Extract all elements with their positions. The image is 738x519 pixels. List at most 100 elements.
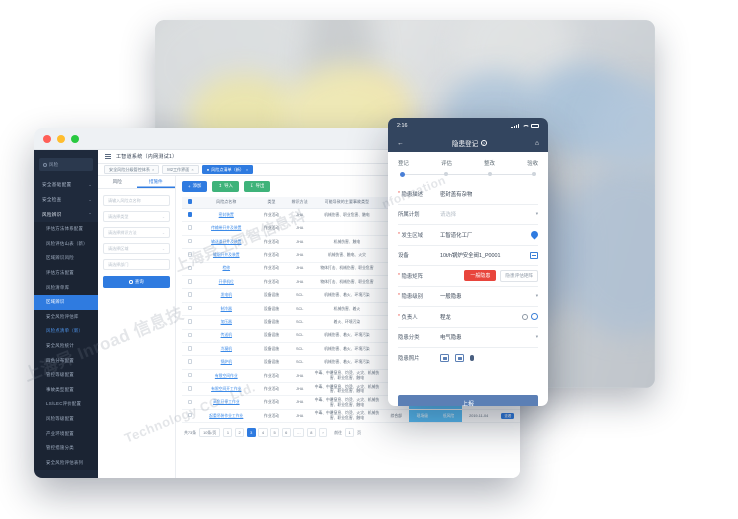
view-button[interactable]: 查看 xyxy=(501,412,515,420)
tab-1[interactable]: M2工作界面 × xyxy=(162,165,199,174)
page-button-2[interactable]: 2 xyxy=(234,428,245,437)
menu-toggle-icon[interactable] xyxy=(105,153,111,160)
page-button-5[interactable]: 5 xyxy=(270,428,280,437)
row-select-cell[interactable] xyxy=(182,315,199,330)
sidebar-item-15[interactable]: 管控措施分类 xyxy=(34,440,98,456)
filter-input-name[interactable]: 请输入风险点名称 xyxy=(103,195,170,206)
page-button-6[interactable]: 6 xyxy=(281,428,291,437)
page-size-select[interactable]: 10条/页 xyxy=(199,428,221,437)
sidebar-item-8[interactable]: 安全风险统计 xyxy=(34,338,98,354)
field-hazard-category[interactable]: 隐患分类 电气隐患 ▾ xyxy=(398,328,538,348)
cell-name[interactable]: 制冷器 xyxy=(198,302,255,317)
field-hazard-photos[interactable]: 隐患照片 xyxy=(398,348,538,369)
cell-name[interactable]: 有限空间开工作业 xyxy=(198,382,255,397)
sidebar-group-safety-base[interactable]: 安全基础配置 ⌄ xyxy=(34,177,98,192)
row-checkbox[interactable] xyxy=(187,265,193,271)
row-select-cell[interactable] xyxy=(182,395,199,410)
cell-name[interactable]: 有限空间作业 xyxy=(198,369,255,384)
row-select-cell[interactable] xyxy=(182,262,199,276)
select-all-checkbox[interactable] xyxy=(187,199,193,205)
location-pin-icon[interactable] xyxy=(529,229,540,240)
add-button[interactable]: + 添加 xyxy=(182,181,208,192)
field-area[interactable]: * 发生区域 工智道化工厂 xyxy=(398,225,540,246)
filter-select-dept[interactable]: 请选择部门 xyxy=(103,259,170,270)
row-checkbox[interactable] xyxy=(187,278,193,284)
filter-select-area[interactable]: 请选择区域 ⌄ xyxy=(103,243,170,254)
sidebar-item-5[interactable]: 区域辨识 xyxy=(34,294,98,310)
row-select-cell[interactable] xyxy=(182,275,199,290)
field-value[interactable]: 10t/h锅炉安全阀1_P0001 xyxy=(440,251,538,259)
cell-name[interactable]: 起重吊装作业工作业 xyxy=(198,409,255,424)
matrix-eval-button[interactable]: 隐患评估矩阵 xyxy=(500,269,538,282)
sidebar-item-13[interactable]: 风险等级配置 xyxy=(34,411,98,427)
row-select-cell[interactable] xyxy=(182,221,199,236)
tab-0[interactable]: 安全风险分级管控体系 × xyxy=(104,165,160,174)
field-value[interactable]: 工智道化工厂 xyxy=(440,229,540,240)
field-plan[interactable]: 所属计划 请选择 ▾ xyxy=(398,205,538,225)
field-owner[interactable]: * 负责人 程龙 xyxy=(398,307,538,328)
row-checkbox[interactable] xyxy=(187,332,193,338)
row-select-cell[interactable] xyxy=(182,208,199,223)
field-equipment[interactable]: 设备 10t/h锅炉安全阀1_P0001 xyxy=(398,246,538,266)
maximize-window-button[interactable] xyxy=(71,134,79,143)
page-button-8[interactable]: 8 xyxy=(306,428,316,437)
sidebar-item-10[interactable]: 管控等级配置 xyxy=(34,367,98,383)
field-hazard-level[interactable]: * 隐患级别 一般隐患 ▾ xyxy=(398,287,538,307)
person-icon[interactable] xyxy=(531,313,538,321)
row-select-cell[interactable] xyxy=(182,369,199,384)
sidebar-item-2[interactable]: 区域辨识风险 xyxy=(34,251,98,266)
row-select-cell[interactable] xyxy=(182,329,199,343)
row-checkbox[interactable] xyxy=(187,386,193,391)
cell-name[interactable]: 高危开停工作业 xyxy=(198,395,255,410)
row-checkbox[interactable] xyxy=(187,292,193,297)
page-button-4[interactable]: 4 xyxy=(258,428,268,437)
cell-name[interactable]: 密封装置 xyxy=(198,208,255,223)
sidebar-item-11[interactable]: 事故类型配置 xyxy=(34,382,98,398)
add-photo-icon[interactable] xyxy=(440,354,449,363)
row-select-cell[interactable] xyxy=(182,248,199,263)
filter-tab-measures[interactable]: 措施件 xyxy=(137,176,176,188)
cell-name[interactable]: 检修 xyxy=(198,262,255,276)
close-icon[interactable]: × xyxy=(151,167,155,172)
cell-name[interactable]: 传送机 xyxy=(198,329,255,343)
import-button[interactable]: ↥ 导入 xyxy=(212,181,239,192)
cell-name[interactable]: 输送道开井及装置 xyxy=(198,235,255,250)
row-checkbox[interactable] xyxy=(187,372,193,378)
field-value[interactable]: 一般隐患 ▾ xyxy=(440,292,538,300)
field-value[interactable]: 密封盖有杂物 xyxy=(440,190,538,198)
cell-name[interactable]: 发电机 xyxy=(198,288,255,303)
row-checkbox[interactable] xyxy=(187,399,193,405)
select-all-cell[interactable] xyxy=(182,196,199,209)
sidebar-item-12[interactable]: LS/LEC评价配置 xyxy=(34,397,98,412)
goto-input[interactable]: 1 xyxy=(344,428,355,437)
row-select-cell[interactable] xyxy=(182,302,199,317)
export-button[interactable]: ↧ 导出 xyxy=(243,181,271,192)
microphone-icon[interactable] xyxy=(470,355,474,362)
question-icon[interactable]: ? xyxy=(480,140,487,146)
row-checkbox[interactable] xyxy=(187,359,193,364)
tab-2[interactable]: ● 风险点清单（新） × xyxy=(201,165,254,174)
cell-name[interactable]: 锅炉机 xyxy=(198,355,255,370)
sidebar-item-0[interactable]: 评估方法体系配置 xyxy=(34,222,98,237)
row-select-cell[interactable] xyxy=(182,342,199,357)
row-checkbox[interactable] xyxy=(187,225,193,231)
cell-name[interactable]: 输烟开井及装置 xyxy=(198,248,255,263)
filter-select-type[interactable]: 请选择类型 ⌄ xyxy=(103,211,170,222)
sidebar-item-6[interactable]: 安全风险评估库 xyxy=(34,309,98,325)
page-button-3[interactable]: 3 xyxy=(246,428,256,437)
sidebar-item-3[interactable]: 评估方法配置 xyxy=(34,265,98,281)
table-row[interactable]: 起重吊装作业工作业 作业活动 JHA 中毒、中暑窒息、灼烫、火灾、机械伤害、职业危害、… xyxy=(182,409,520,424)
field-value[interactable]: 请选择 ▾ xyxy=(440,210,538,218)
sidebar-search-input[interactable]: 风险 xyxy=(39,158,93,171)
row-select-cell[interactable] xyxy=(182,235,199,250)
row-checkbox[interactable] xyxy=(187,212,193,217)
page-button-…[interactable]: … xyxy=(293,428,305,437)
sidebar-item-4[interactable]: 风险清单库 xyxy=(34,280,98,295)
row-select-cell[interactable] xyxy=(182,355,199,370)
sidebar-item-16[interactable]: 安全风险评估表列 xyxy=(34,455,98,471)
page-button-1[interactable]: 1 xyxy=(223,428,233,437)
field-hazard-matrix[interactable]: * 隐患矩阵 一般隐患 隐患评估矩阵 xyxy=(398,266,538,287)
next-page-button[interactable]: › xyxy=(318,428,328,437)
sidebar-group-safety-check[interactable]: 安全检查 ⌄ xyxy=(34,192,98,207)
close-icon[interactable]: × xyxy=(191,167,194,172)
